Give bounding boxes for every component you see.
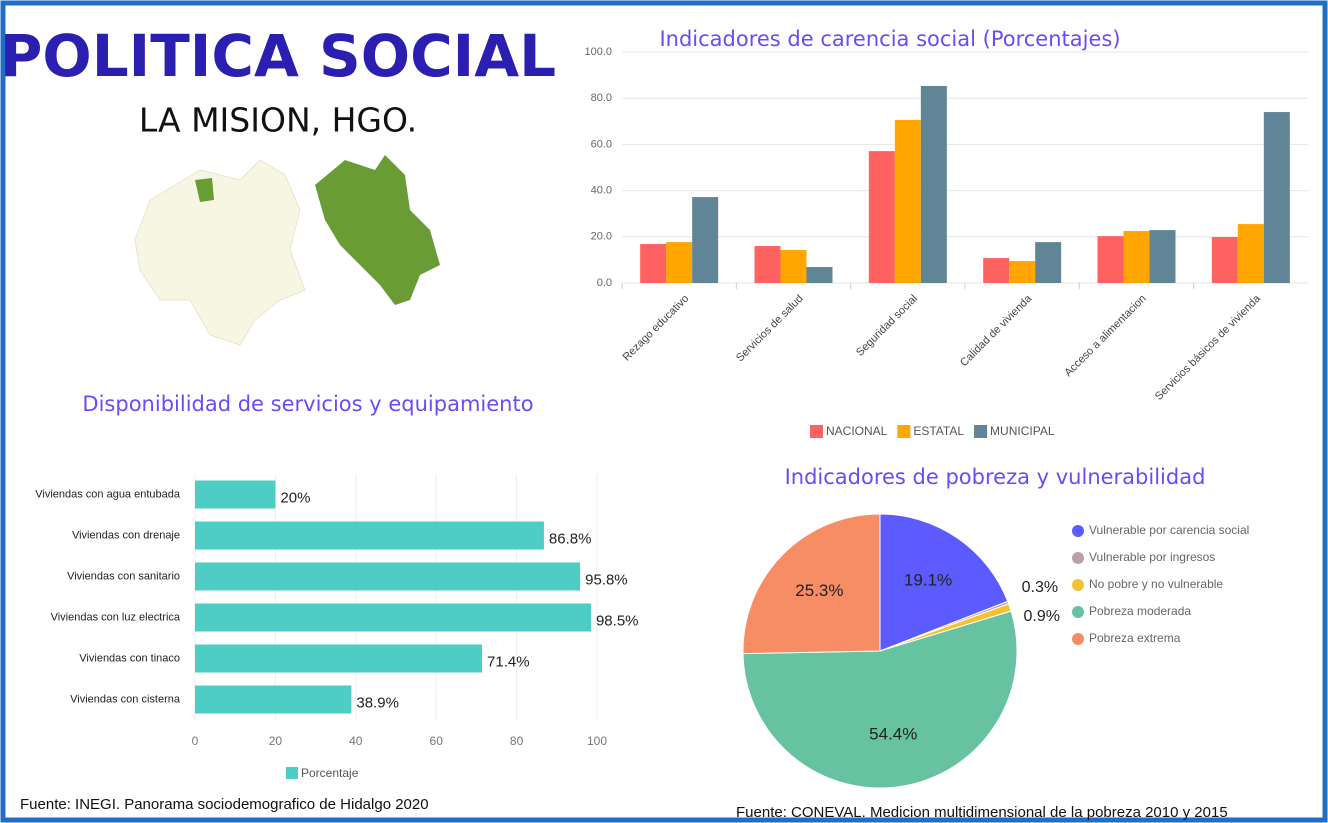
legend-marker — [1072, 633, 1084, 645]
bar — [640, 243, 667, 283]
legend-swatch — [974, 425, 988, 438]
page-title: POLITICA SOCIAL — [0, 22, 556, 90]
page-subtitle: LA MISION, HGO. — [139, 101, 417, 140]
pie-slice — [879, 513, 1009, 652]
y-tick-label: 100.0 — [584, 46, 612, 58]
x-tick-label: 60 — [430, 734, 444, 748]
bar — [1009, 261, 1036, 283]
bar — [868, 151, 895, 283]
legend-label: No pobre y no vulnerable — [1089, 577, 1223, 591]
x-tick-label: 20 — [269, 734, 283, 748]
value-label: 0.9% — [1023, 608, 1059, 625]
chart-title: Indicadores de pobreza y vulnerabilidad — [785, 465, 1206, 489]
value-label: 25.3% — [795, 581, 843, 600]
legend-label: Porcentaje — [301, 766, 359, 780]
bar — [1035, 242, 1062, 283]
bar — [780, 249, 807, 283]
legend-swatch — [897, 425, 911, 438]
value-label: 19.1% — [904, 570, 952, 589]
y-tick-label: 80.0 — [591, 92, 612, 104]
bar — [894, 119, 921, 283]
legend-marker — [1072, 579, 1084, 591]
legend-label: Pobreza moderada — [1089, 604, 1191, 618]
value-label: 38.9% — [356, 694, 399, 711]
bar — [666, 242, 693, 283]
y-tick-label: 20.0 — [591, 231, 612, 243]
value-label: 20% — [280, 489, 310, 506]
y-tick-label: Viviendas con tinaco — [79, 652, 180, 664]
y-tick-label: 0.0 — [597, 277, 612, 289]
bar — [195, 480, 276, 509]
bar — [195, 644, 483, 673]
y-tick-label: Viviendas con cisterna — [70, 693, 181, 705]
municipality-highlight — [195, 178, 214, 202]
legend-label: Vulnerable por carencia social — [1089, 523, 1249, 537]
bar — [1263, 112, 1290, 283]
bar — [1237, 224, 1264, 283]
value-label: 95.8% — [585, 571, 628, 588]
x-tick-label: 0 — [192, 734, 199, 748]
y-tick-label: Viviendas con sanitario — [67, 570, 180, 582]
legend-swatch — [810, 425, 823, 438]
source-note: Fuente: CONEVAL. Medicion multidimension… — [736, 804, 1228, 821]
municipality-map — [315, 155, 440, 305]
bar — [754, 246, 781, 283]
bar — [983, 258, 1010, 283]
bar — [806, 267, 833, 283]
bar — [195, 603, 591, 632]
bar — [920, 85, 947, 283]
legend-marker — [1072, 525, 1084, 537]
chart-title: Indicadores de carencia social (Porcenta… — [659, 27, 1120, 51]
value-label: 71.4% — [487, 653, 530, 670]
pie-slice — [742, 513, 881, 655]
bar — [1149, 230, 1176, 283]
chart-title: Disponibilidad de servicios y equipamien… — [82, 392, 533, 416]
legend-marker — [1072, 606, 1084, 618]
state-map — [134, 159, 306, 346]
bar — [1211, 237, 1238, 283]
legend-swatch — [286, 767, 298, 779]
legend-label: Vulnerable por ingresos — [1089, 550, 1215, 564]
bar — [1097, 236, 1124, 283]
legend-label: ESTATAL — [913, 424, 964, 438]
y-tick-label: 60.0 — [591, 138, 612, 150]
bar — [1123, 231, 1150, 283]
bar — [195, 685, 352, 714]
x-tick-label: 80 — [510, 734, 524, 748]
bar — [195, 562, 581, 591]
legend-label: NACIONAL — [826, 424, 888, 438]
legend-marker — [1072, 552, 1084, 564]
value-label: 98.5% — [596, 612, 639, 629]
value-label: 86.8% — [549, 530, 592, 547]
y-tick-label: Viviendas con agua entubada — [35, 488, 181, 500]
y-tick-label: Viviendas con drenaje — [72, 529, 180, 541]
bar — [692, 197, 719, 283]
x-tick-label: 40 — [349, 734, 363, 748]
x-tick-label: 100 — [587, 734, 607, 748]
pie-slice — [742, 610, 1018, 789]
y-tick-label: Viviendas con luz electrica — [51, 611, 181, 623]
y-tick-label: 40.0 — [591, 185, 612, 197]
value-label: 0.3% — [1022, 579, 1058, 596]
value-label: 54.4% — [869, 724, 917, 743]
legend-label: MUNICIPAL — [990, 424, 1055, 438]
bar — [195, 521, 544, 550]
source-note: Fuente: INEGI. Panorama sociodemografico… — [20, 796, 429, 813]
legend-label: Pobreza extrema — [1089, 631, 1181, 645]
